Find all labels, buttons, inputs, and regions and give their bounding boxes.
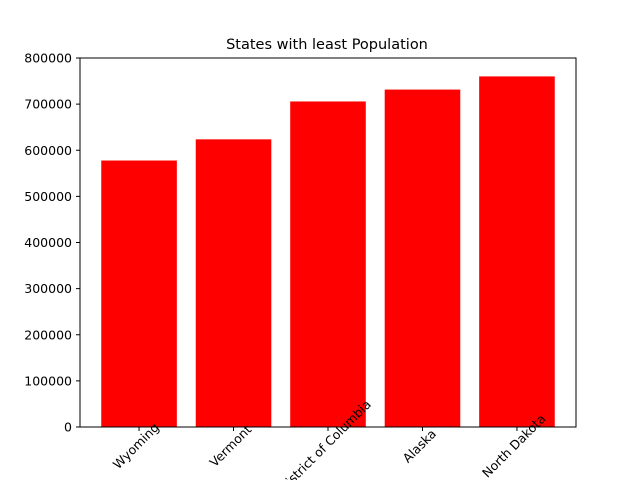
y-tick-label: 100000 xyxy=(24,373,72,388)
bar-wyoming xyxy=(101,160,177,427)
y-tick-label: 400000 xyxy=(24,235,72,250)
x-tick-label: Wyoming xyxy=(110,420,162,472)
x-tick-label: Vermont xyxy=(206,422,254,470)
y-tick-label: 200000 xyxy=(24,327,72,342)
bar-district-of-columbia xyxy=(290,101,366,427)
bar-north-dakota xyxy=(479,76,555,427)
y-tick-label: 300000 xyxy=(24,281,72,296)
y-tick-label: 800000 xyxy=(24,51,72,66)
bar-vermont xyxy=(195,139,272,427)
bar-alaska xyxy=(384,89,461,427)
bars-group xyxy=(101,76,555,427)
y-tick-label: 700000 xyxy=(24,97,72,112)
chart-title: States with least Population xyxy=(226,37,428,53)
x-tick-label: Alaska xyxy=(400,426,440,466)
y-tick-label: 600000 xyxy=(24,143,72,158)
y-tick-label: 0 xyxy=(64,420,72,435)
y-tick-label: 500000 xyxy=(24,189,72,204)
